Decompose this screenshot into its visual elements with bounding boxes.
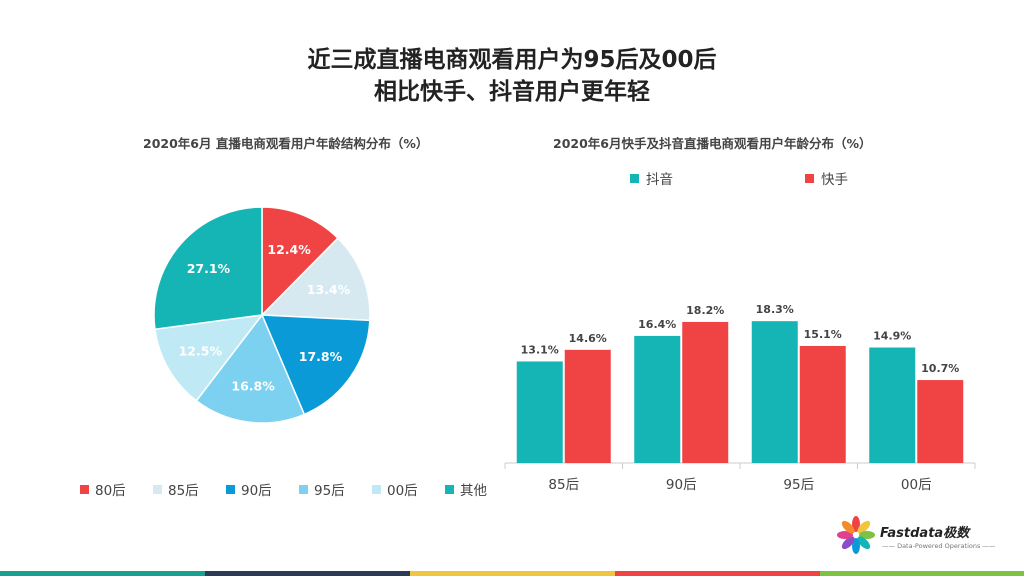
- pie-chart: 12.4% 13.4% 17.8% 16.8% 12.5% 27.1%: [153, 206, 371, 424]
- pie-slice-3: [195, 313, 306, 424]
- page-title-line-1: 近三成直播电商观看用户为95后及00后: [307, 47, 717, 73]
- x-tick-label: 95后: [783, 477, 814, 493]
- bar-legend-item: 抖音: [630, 171, 673, 188]
- legend-swatch: [445, 484, 454, 494]
- pie-slice-label: 17.8%: [299, 349, 343, 364]
- bar-douyin: [751, 321, 798, 463]
- legend-label: 快手: [821, 172, 848, 188]
- pie-legend-item: 00后: [372, 479, 418, 499]
- fastdata-logo: Fastdata极数 —— Data-Powered Operations ——: [836, 512, 996, 560]
- bar-douyin: [516, 361, 563, 463]
- pie-legend-item: 90后: [226, 479, 272, 499]
- bar-kuaishou: [682, 321, 729, 463]
- bar-value-label: 13.1%: [521, 343, 559, 356]
- bar-legend-item: 快手: [805, 172, 848, 188]
- bar-value-label: 16.4%: [638, 318, 676, 331]
- bar-douyin: [869, 347, 916, 463]
- pie-slice-0: [261, 206, 339, 317]
- pie-slice-4: [154, 314, 264, 402]
- footer-color-segment: [205, 571, 410, 576]
- footer-color-segment: [410, 571, 615, 576]
- bar-value-label: 18.2%: [686, 304, 724, 317]
- legend-swatch: [299, 484, 308, 494]
- x-tick-label: 85后: [548, 477, 579, 493]
- pie-slice-label: 12.5%: [179, 344, 223, 359]
- legend-label: 00后: [387, 483, 418, 499]
- pie-slice-2: [260, 314, 371, 416]
- legend-label: 抖音: [646, 171, 673, 188]
- bar-chart-title: 2020年6月快手及抖音直播电商观看用户年龄分布（%）: [553, 136, 872, 151]
- bar-value-label: 14.9%: [873, 330, 911, 343]
- legend-swatch: [805, 174, 814, 183]
- pie-chart-title: 2020年6月 直播电商观看用户年龄结构分布（%）: [143, 136, 429, 151]
- pie-legend-item: 80后: [80, 479, 126, 499]
- bar-kuaishou: [564, 349, 611, 463]
- pie-legend-item: 95后: [299, 479, 345, 499]
- pie-legend-item: 85后: [153, 479, 199, 499]
- bar-chart: 13.1% 14.6% 85后 16.4% 18.2% 90后 18.3% 15.1% 95后 1…: [504, 171, 976, 493]
- pie-slice-label: 16.8%: [231, 379, 275, 394]
- legend-swatch: [80, 484, 89, 494]
- pie-slice-5: [153, 206, 263, 331]
- legend-swatch: [153, 484, 162, 494]
- pie-slice-label: 12.4%: [267, 242, 311, 257]
- x-tick-label: 00后: [901, 477, 932, 493]
- bar-douyin: [634, 335, 681, 463]
- legend-label: 95后: [314, 483, 345, 499]
- legend-swatch: [630, 174, 639, 183]
- pie-legend-item: 其他: [445, 479, 487, 499]
- pie-slice-1: [260, 237, 371, 322]
- legend-label: 85后: [168, 483, 199, 499]
- bar-value-label: 18.3%: [756, 303, 794, 316]
- pie-slice-label: 27.1%: [187, 261, 231, 276]
- bar-value-label: 10.7%: [921, 362, 959, 375]
- logo-tagline: —— Data-Powered Operations ——: [882, 542, 996, 550]
- bar-kuaishou: [917, 380, 964, 463]
- footer-color-segment: [0, 571, 205, 576]
- x-tick-label: 90后: [666, 477, 697, 493]
- page-title-line-2: 相比快手、抖音用户更年轻: [374, 79, 650, 105]
- footer-color-bar: [0, 571, 1024, 576]
- pie-slice-label: 13.4%: [307, 282, 351, 297]
- logo-name: Fastdata极数: [880, 526, 970, 541]
- flower-logo-icon: [837, 516, 875, 554]
- legend-label: 90后: [241, 483, 272, 499]
- legend-swatch: [226, 484, 235, 494]
- legend-swatch: [372, 484, 381, 494]
- legend-label: 80后: [95, 483, 126, 499]
- bar-kuaishou: [799, 345, 846, 463]
- page-title: 近三成直播电商观看用户为95后及00后 相比快手、抖音用户更年轻: [0, 44, 1024, 108]
- bar-value-label: 14.6%: [569, 332, 607, 345]
- footer-color-segment: [820, 571, 1024, 576]
- legend-label: 其他: [460, 483, 487, 499]
- bar-value-label: 15.1%: [804, 328, 842, 341]
- footer-color-segment: [615, 571, 820, 576]
